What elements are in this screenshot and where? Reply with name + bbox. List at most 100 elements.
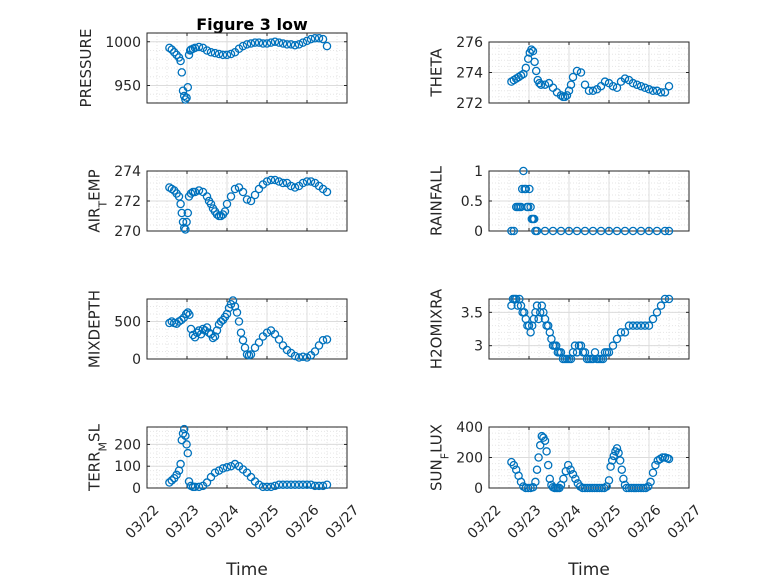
data-point — [214, 49, 224, 59]
data-point — [519, 166, 528, 176]
y-tick-label: 0 — [132, 352, 141, 368]
data-point — [208, 333, 218, 343]
data-point — [664, 226, 674, 236]
data-point — [266, 175, 276, 185]
y-tick-label: 1 — [474, 164, 483, 180]
data-point — [262, 177, 272, 186]
data-point — [507, 226, 516, 236]
y-tick-label: 274 — [456, 66, 483, 82]
data-point — [318, 481, 328, 491]
x-axis-label: Time — [225, 560, 268, 580]
data-point — [568, 72, 578, 82]
y-tick-label: 0 — [132, 481, 141, 497]
data-point — [576, 68, 586, 77]
data-point — [571, 474, 580, 484]
data-point — [238, 335, 248, 345]
data-point — [206, 48, 216, 57]
data-point — [648, 314, 658, 324]
data-point — [660, 294, 670, 304]
y-tick-label: 100 — [114, 459, 141, 475]
data-point — [250, 38, 260, 47]
data-point — [198, 324, 208, 334]
data-point — [282, 40, 292, 49]
data-point — [250, 190, 260, 200]
data-point — [310, 34, 320, 43]
axes-box — [146, 32, 348, 104]
data-point — [270, 481, 280, 491]
data-point — [306, 480, 316, 489]
data-point — [566, 465, 575, 474]
data-point — [608, 341, 618, 350]
data-point — [178, 217, 188, 227]
y-tick-label: 400 — [456, 420, 483, 436]
data-point — [584, 86, 594, 96]
data-point — [528, 46, 538, 56]
data-point — [628, 78, 638, 88]
data-point — [202, 46, 212, 55]
data-point — [182, 93, 191, 103]
y-axis-label: SUNFLUX — [428, 424, 452, 491]
data-point — [167, 476, 177, 485]
data-point — [183, 208, 193, 218]
data-point — [607, 456, 617, 465]
data-point — [302, 177, 312, 186]
data-point — [530, 57, 539, 67]
data-point — [560, 92, 570, 102]
y-tick-label: 0.5 — [461, 194, 483, 210]
data-point — [167, 45, 177, 54]
data-point — [210, 48, 220, 58]
data-point — [545, 474, 555, 484]
data-point — [181, 309, 191, 319]
data-point — [270, 329, 280, 339]
data-point — [274, 480, 284, 489]
axes-box — [146, 298, 348, 360]
subplot-4: 0 0.5 1 RAINFALL — [428, 164, 690, 240]
data-point — [620, 74, 630, 83]
data-point — [643, 482, 653, 491]
data-point — [176, 56, 185, 66]
data-point — [286, 40, 296, 49]
data-point — [298, 178, 308, 188]
data-point — [246, 196, 256, 206]
data-point — [528, 482, 538, 492]
data-point — [632, 80, 642, 89]
data-point — [648, 468, 658, 477]
data-point — [664, 81, 674, 91]
data-point — [540, 436, 550, 445]
data-point — [177, 315, 186, 325]
y-tick-label: 276 — [456, 35, 483, 51]
data-point — [306, 177, 316, 186]
data-point — [222, 463, 232, 472]
data-point — [516, 477, 526, 487]
data-point — [236, 328, 246, 337]
data-point — [230, 184, 240, 194]
subplot-5: 0 500 MIXDEPTH — [86, 290, 348, 368]
data-point — [612, 226, 622, 236]
data-point — [572, 66, 582, 76]
data-point — [572, 226, 582, 236]
data-point — [310, 481, 320, 491]
data-point — [608, 81, 618, 91]
data-point — [254, 338, 264, 347]
data-point — [526, 202, 535, 212]
y-tick-label: 200 — [114, 437, 141, 453]
y-axis-label: RAINFALL — [428, 165, 446, 236]
data-point — [218, 464, 228, 473]
data-point — [616, 328, 626, 337]
data-point — [588, 86, 598, 96]
data-point — [298, 480, 308, 489]
data-point — [172, 50, 181, 60]
data-point — [202, 323, 212, 332]
data-point — [294, 353, 304, 362]
data-point — [636, 81, 646, 91]
y-tick-label: 270 — [114, 224, 141, 240]
data-point — [652, 226, 662, 236]
data-point — [302, 480, 312, 489]
data-point — [540, 80, 550, 89]
data-point — [220, 207, 230, 216]
data-point — [596, 226, 606, 236]
data-point — [606, 462, 615, 471]
data-point — [232, 308, 242, 317]
